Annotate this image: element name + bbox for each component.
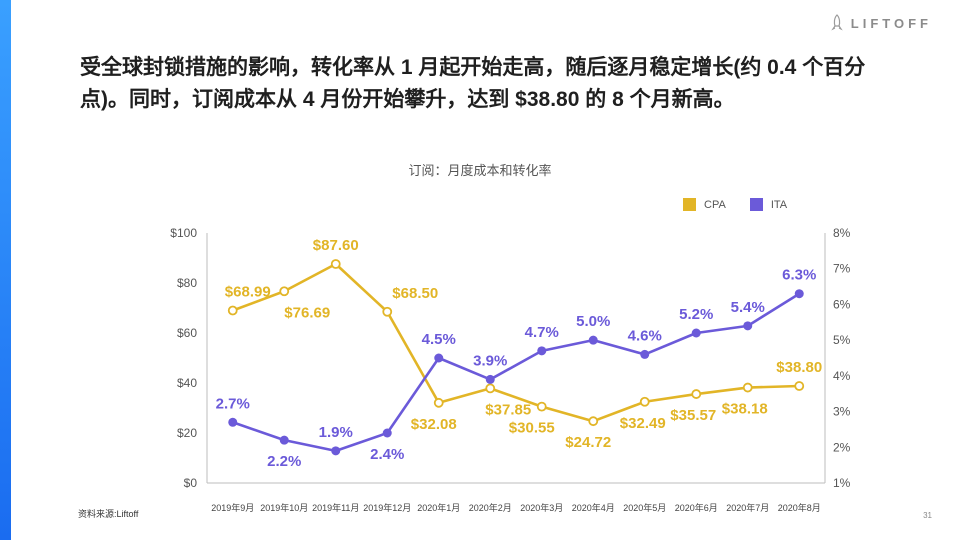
chart-title: 订阅：月度成本和转化率 bbox=[408, 163, 552, 178]
cpa-point bbox=[279, 286, 290, 297]
cpa-point bbox=[433, 397, 444, 408]
x-tick-label: 2020年4月 bbox=[572, 502, 615, 513]
ita-data-label: 2.4% bbox=[370, 446, 404, 463]
ita-data-label: 4.5% bbox=[422, 331, 456, 348]
ita-data-label: 1.9% bbox=[319, 424, 353, 441]
y-left-tick-label: $80 bbox=[177, 276, 197, 290]
cpa-data-label: $68.50 bbox=[392, 285, 438, 302]
cpa-point bbox=[382, 306, 393, 317]
x-tick-label: 2019年11月 bbox=[312, 502, 359, 513]
cpa-data-label: $30.55 bbox=[509, 420, 555, 437]
cpa-point bbox=[794, 381, 805, 391]
ita-point bbox=[434, 353, 444, 363]
x-tick-label: 2020年1月 bbox=[417, 502, 460, 513]
y-left-tick-label: $0 bbox=[184, 476, 198, 490]
ita-data-label: 4.6% bbox=[628, 327, 662, 344]
ita-point bbox=[331, 446, 341, 456]
ita-point bbox=[743, 321, 753, 331]
series-line-ita bbox=[232, 292, 800, 453]
rocket-icon bbox=[831, 14, 843, 31]
y-left-tick-label: $20 bbox=[177, 426, 197, 440]
page-number: 31 bbox=[923, 511, 932, 520]
y-right-tick-label: 7% bbox=[833, 262, 851, 276]
x-tick-label: 2019年9月 bbox=[211, 502, 254, 513]
ita-data-label: 4.7% bbox=[525, 324, 559, 341]
x-tick-label: 2020年7月 bbox=[726, 502, 769, 513]
cpa-data-label: $38.80 bbox=[776, 359, 822, 376]
cpa-point bbox=[485, 383, 496, 394]
brand-logo: LIFTOFF bbox=[831, 14, 932, 32]
y-right-tick-label: 5% bbox=[833, 333, 851, 347]
cpa-data-label: $37.85 bbox=[485, 401, 531, 418]
cpa-point bbox=[639, 396, 650, 407]
x-tick-label: 2020年5月 bbox=[623, 502, 666, 513]
cpa-point bbox=[691, 389, 702, 399]
cpa-data-label: $24.72 bbox=[565, 434, 611, 451]
cpa-data-label: $76.69 bbox=[284, 304, 330, 321]
series-line-cpa bbox=[232, 262, 800, 423]
legend-swatch-cpa bbox=[683, 198, 696, 211]
cpa-data-label: $87.60 bbox=[313, 237, 359, 254]
y-right-tick-label: 1% bbox=[833, 476, 851, 490]
cpa-point bbox=[588, 416, 599, 427]
ita-data-label: 5.4% bbox=[731, 299, 765, 316]
headline: 受全球封锁措施的影响，转化率从 1 月起开始走高，随后逐月稳定增长(约 0.4 … bbox=[80, 56, 866, 111]
x-tick-label: 2020年6月 bbox=[675, 502, 718, 513]
ita-data-label: 5.0% bbox=[576, 313, 610, 330]
legend-label-ita: ITA bbox=[770, 198, 788, 211]
cpa-point bbox=[227, 305, 238, 316]
y-right-tick-label: 8% bbox=[833, 226, 851, 240]
left-accent-bar bbox=[0, 0, 11, 540]
y-right-tick-label: 6% bbox=[833, 297, 851, 311]
y-right-tick-label: 2% bbox=[833, 440, 851, 454]
ita-data-label: 3.9% bbox=[473, 352, 507, 369]
cpa-data-label: $68.99 bbox=[225, 284, 271, 301]
ita-point bbox=[588, 335, 598, 345]
ita-point bbox=[640, 349, 650, 359]
ita-point bbox=[485, 374, 495, 384]
ita-point bbox=[382, 428, 392, 438]
ita-point bbox=[279, 435, 289, 445]
chart-legend: CPA ITA bbox=[683, 198, 803, 211]
cpa-data-label: $35.57 bbox=[670, 407, 716, 424]
ita-data-label: 2.7% bbox=[216, 395, 250, 412]
y-right-tick-label: 4% bbox=[833, 369, 851, 383]
ita-data-label: 6.3% bbox=[782, 267, 816, 284]
y-left-tick-label: $100 bbox=[170, 226, 197, 240]
cpa-data-label: $32.08 bbox=[411, 416, 457, 433]
cpa-data-label: $38.18 bbox=[722, 401, 768, 418]
ita-point bbox=[691, 328, 701, 338]
legend-item-ita: ITA bbox=[749, 198, 788, 211]
ita-point bbox=[537, 346, 547, 356]
y-right-tick-label: 3% bbox=[833, 405, 851, 419]
cpa-point bbox=[330, 259, 341, 269]
legend-swatch-ita bbox=[749, 198, 763, 211]
y-left-tick-label: $40 bbox=[177, 376, 197, 390]
x-tick-label: 2020年3月 bbox=[520, 502, 563, 513]
legend-label-cpa: CPA bbox=[704, 198, 726, 211]
x-tick-label: 2020年2月 bbox=[469, 502, 512, 513]
source-note: 资料来源:Liftoff bbox=[78, 509, 139, 519]
ita-point bbox=[228, 417, 238, 427]
cpa-point bbox=[742, 382, 753, 393]
x-tick-label: 2019年12月 bbox=[363, 502, 411, 513]
x-tick-label: 2020年8月 bbox=[778, 502, 821, 513]
x-tick-label: 2019年10月 bbox=[260, 502, 308, 513]
cpa-point bbox=[536, 401, 547, 412]
ita-data-label: 2.2% bbox=[267, 453, 301, 470]
legend-item-cpa: CPA bbox=[683, 198, 726, 211]
cpa-data-label: $32.49 bbox=[620, 415, 666, 432]
ita-point bbox=[794, 289, 804, 299]
ita-data-label: 5.2% bbox=[679, 306, 713, 323]
logo-text: LIFTOFF bbox=[850, 15, 932, 31]
y-left-tick-label: $60 bbox=[177, 326, 197, 340]
